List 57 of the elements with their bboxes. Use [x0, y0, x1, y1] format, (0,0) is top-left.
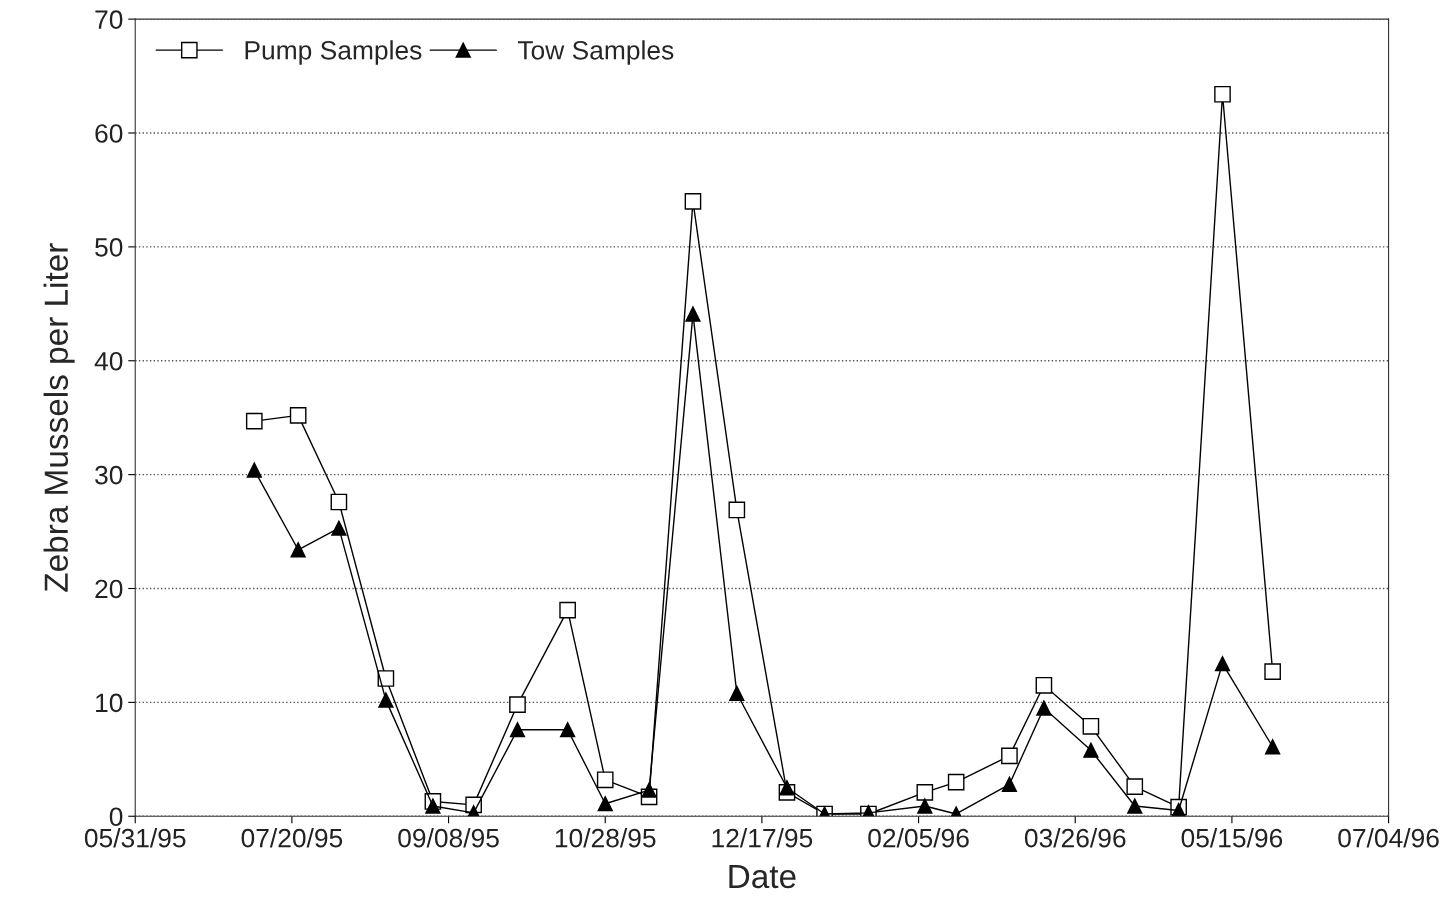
point: [1035, 676, 1053, 694]
point: [685, 306, 701, 322]
point: [1264, 663, 1281, 680]
point: [1214, 656, 1231, 672]
point: [246, 462, 262, 478]
point: [596, 771, 614, 789]
x-tick-label: 07/20/95: [241, 828, 343, 848]
legend-label: Tow Samples: [517, 40, 674, 65]
x-tick-label: 05/15/96: [1181, 828, 1283, 848]
legend-label: Pump Samples: [245, 40, 422, 65]
y-tick-label: 0: [109, 807, 123, 827]
x-tick-label: 09/08/95: [398, 828, 499, 848]
y-tick-label: 60: [95, 124, 123, 143]
point: [684, 192, 702, 210]
point: [245, 412, 263, 430]
x-tick-label: 03/26/96: [1024, 828, 1126, 848]
point: [597, 796, 613, 812]
point: [425, 798, 441, 814]
y-tick-label: 70: [95, 10, 123, 29]
point: [331, 520, 347, 536]
point: [916, 784, 934, 801]
x-tick-label: 10/28/95: [555, 828, 656, 848]
point: [1214, 85, 1231, 103]
point: [377, 670, 395, 687]
point: [729, 685, 745, 701]
y-tick-label: 40: [94, 351, 123, 371]
x-axis-title: Date: [729, 865, 796, 889]
x-tick-label: 12/17/95: [712, 828, 813, 848]
point: [1264, 739, 1281, 755]
point: [290, 542, 306, 558]
point: [509, 722, 526, 738]
y-tick-label: 50: [95, 238, 123, 257]
point: [378, 692, 394, 708]
point: [289, 407, 307, 424]
point: [641, 782, 657, 798]
point: [509, 696, 526, 713]
y-tick-label: 30: [95, 465, 123, 485]
point: [1001, 747, 1018, 765]
point: [1036, 700, 1052, 716]
y-tick-label: 10: [96, 693, 123, 713]
x-tick-label: 05/31/95: [84, 828, 186, 848]
point: [1126, 778, 1144, 795]
x-tick-label: 02/05/96: [868, 828, 969, 848]
x-tick-label: 07/04/96: [1338, 828, 1439, 848]
point: [1127, 798, 1143, 814]
point: [559, 722, 576, 738]
point: [728, 501, 746, 519]
point: [1001, 776, 1018, 793]
point: [1083, 742, 1099, 758]
point: [559, 601, 576, 619]
y-tick-label: 20: [95, 579, 123, 599]
point: [330, 493, 348, 511]
point: [1082, 717, 1100, 735]
point: [917, 798, 933, 814]
y-axis-title: Zebra Mussels per Liter: [43, 243, 75, 592]
point: [947, 773, 965, 791]
point: [779, 780, 795, 796]
